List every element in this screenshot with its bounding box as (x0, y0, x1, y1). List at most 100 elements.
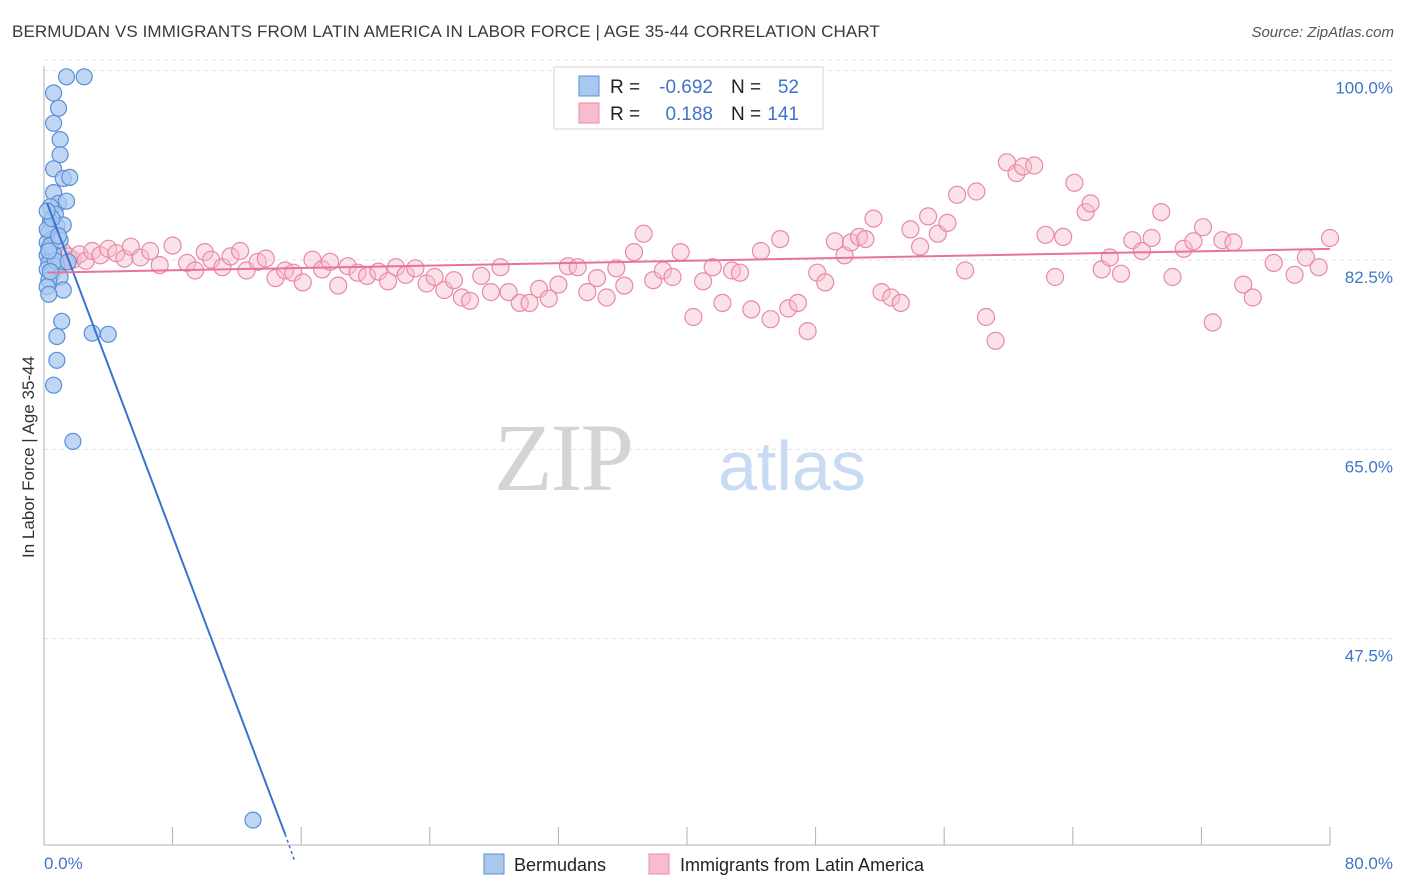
legend-r-value-bermudans: -0.692 (659, 77, 713, 98)
y-tick-label-1: 82.5% (1345, 268, 1393, 287)
bermudans-point-42 (48, 351, 66, 369)
bermudans-point-36 (54, 281, 72, 299)
latin-america-point-61 (587, 269, 607, 288)
latin-america-point-131 (1264, 253, 1283, 272)
latin-america-point-90 (856, 230, 875, 249)
bermudans-point-3 (49, 99, 68, 117)
latin-america-point-65 (624, 243, 644, 262)
legend-n-value-latin-america: 141 (767, 104, 799, 125)
latin-america-point-92 (872, 283, 891, 302)
latin-america-point-99 (938, 213, 957, 232)
latin-america-point-36 (348, 263, 367, 282)
latin-america-point-78 (751, 241, 771, 261)
latin-america-point-126 (1203, 313, 1222, 332)
latin-america-point-50 (481, 283, 500, 302)
watermark: ZIP atlas (494, 404, 866, 511)
latin-america-point-60 (578, 283, 597, 302)
latin-america-point-14 (141, 241, 160, 261)
trend-lines (46, 203, 1331, 862)
latin-america-point-53 (510, 293, 529, 312)
bottom-legend-swatch-latin-america (648, 853, 670, 875)
latin-america-point-63 (607, 259, 626, 278)
latin-america-point-96 (910, 237, 930, 256)
latin-america-point-127 (1213, 231, 1232, 250)
latin-america-point-73 (703, 258, 722, 277)
latin-america-point-45 (435, 280, 454, 300)
latin-america-point-117 (1111, 264, 1131, 283)
latin-america-point-76 (730, 263, 750, 282)
latin-america-point-93 (882, 288, 901, 307)
latin-america-point-7 (83, 241, 102, 261)
latin-america-point-34 (329, 276, 348, 295)
bermudans-point-1 (75, 68, 93, 86)
x-ticks (43, 827, 1331, 845)
latin-america-point-103 (976, 307, 996, 327)
latin-america-point-104 (986, 331, 1005, 350)
series-bermudans-points (38, 68, 262, 829)
latin-america-point-83 (798, 322, 817, 341)
bermudans-point-4 (44, 114, 63, 132)
latin-america-point-97 (918, 207, 938, 226)
latin-america-point-122 (1163, 267, 1182, 287)
legend-r-value-latin-america: 0.188 (665, 104, 713, 125)
x-tick-label-min: 0.0% (44, 854, 83, 873)
latin-america-point-71 (684, 307, 703, 327)
latin-america-point-135 (1320, 228, 1340, 248)
latin-america-point-74 (713, 293, 732, 312)
latin-america-point-51 (491, 258, 510, 277)
legend-r-label-latin-america: R = (610, 104, 640, 125)
latin-america-point-54 (520, 293, 539, 312)
latin-america-point-15 (150, 256, 169, 275)
latin-america-point-77 (742, 300, 761, 319)
watermark-atlas: atlas (718, 427, 866, 505)
latin-america-point-64 (615, 276, 634, 295)
latin-america-point-129 (1234, 275, 1253, 294)
bermudans-point-38 (53, 312, 71, 330)
bermudans-point-46 (40, 242, 58, 260)
latin-america-point-55 (529, 279, 549, 298)
y-tick-labels: 100.0% 82.5% 65.0% 47.5% (1335, 79, 1393, 666)
latin-america-point-19 (195, 243, 214, 262)
latin-america-point-85 (816, 273, 835, 292)
latin-america-point-100 (947, 185, 967, 204)
latin-america-point-42 (406, 259, 425, 278)
bermudans-point-41 (99, 325, 117, 343)
bermudans-trend-line (46, 203, 287, 835)
legend-r-label-bermudans: R = (610, 77, 640, 98)
gridlines (44, 59, 1393, 640)
bermudans-point-2 (44, 84, 63, 102)
latin-america-point-86 (825, 232, 845, 251)
latin-america-point-67 (644, 271, 663, 290)
latin-america-point-23 (231, 241, 250, 261)
latin-america-point-130 (1243, 288, 1262, 307)
legend-n-label-bermudans: N = (731, 77, 761, 98)
latin-america-point-27 (266, 269, 285, 288)
latin-america-point-81 (779, 299, 798, 318)
latin-america-point-91 (864, 209, 883, 228)
latin-america-point-111 (1054, 227, 1073, 246)
latin-america-point-49 (472, 266, 491, 285)
y-tick-label-3: 47.5% (1345, 647, 1393, 666)
bermudans-point-0 (57, 68, 76, 86)
latin-america-point-57 (549, 275, 568, 294)
latin-america-point-106 (1007, 164, 1026, 183)
chart-title: BERMUDAN VS IMMIGRANTS FROM LATIN AMERIC… (12, 22, 880, 41)
latin-america-point-26 (256, 249, 275, 268)
legend-swatch-bermudans (578, 75, 600, 97)
bermudans-point-5 (51, 131, 69, 149)
bottom-legend-swatch-bermudans (483, 853, 505, 875)
legend: R = -0.692 N = 52 R = 0.188 N = 141 (553, 66, 824, 130)
bermudans-point-6 (51, 146, 69, 164)
latin-america-point-120 (1142, 228, 1161, 248)
bermudans-point-9 (61, 168, 79, 186)
latin-america-point-66 (634, 224, 653, 243)
bermudans-point-49 (59, 253, 77, 271)
latin-america-point-82 (788, 293, 808, 312)
legend-n-value-bermudans: 52 (778, 77, 799, 98)
bermudans-point-44 (64, 432, 82, 450)
latin-america-point-128 (1224, 233, 1243, 252)
latin-america-point-80 (771, 230, 790, 249)
bottom-legend-label-bermudans: Bermudans (514, 855, 606, 875)
latin-america-point-110 (1045, 267, 1065, 287)
